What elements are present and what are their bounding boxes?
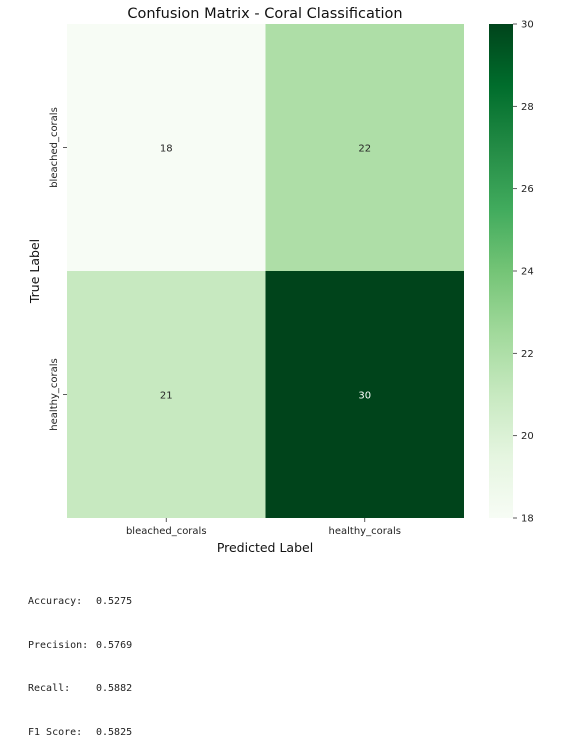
colorbar-tick-label: 18	[521, 514, 534, 525]
y-tick-label: healthy_corals	[49, 358, 60, 430]
colorbar-tick-label: 24	[521, 267, 534, 278]
x-axis: bleached_corals healthy_corals	[126, 518, 401, 537]
cell-value-label: 21	[160, 391, 173, 402]
colorbar-ticks: 18 20 22 24 26 28 30	[513, 20, 534, 525]
heatmap-cell	[67, 24, 266, 271]
metric-value: 0.5825	[96, 726, 133, 738]
cell-value-label: 18	[160, 144, 173, 155]
x-axis-label: Predicted Label	[217, 540, 313, 555]
metrics-panel: Accuracy: 0.5275 Precision: 0.5769 Recall:…	[28, 566, 132, 755]
colorbar-tick-label: 22	[521, 349, 534, 360]
colorbar	[489, 24, 513, 518]
heatmap-cells	[67, 24, 464, 518]
heatmap-cell	[67, 271, 266, 518]
confusion-matrix-figure: Confusion Matrix - Coral Classification …	[27, 6, 534, 555]
metric-label: F1 Score:	[28, 726, 83, 738]
y-axis-label: True Label	[27, 239, 42, 304]
heatmap-cell	[265, 271, 464, 518]
heatmap-cell-labels: 18 22 21 30	[160, 144, 371, 402]
cell-value-label: 30	[358, 391, 371, 402]
metric-recall: Recall: 0.5882	[28, 682, 132, 697]
metric-f1-score: F1 Score: 0.5825	[28, 726, 132, 741]
colorbar-tick-label: 20	[521, 431, 534, 442]
y-tick-label: bleached_corals	[49, 107, 60, 188]
colorbar-tick-label: 28	[521, 102, 534, 113]
x-tick-label: bleached_corals	[126, 526, 207, 537]
metric-value: 0.5275	[96, 596, 133, 607]
y-axis: bleached_corals healthy_corals	[49, 107, 67, 431]
metric-label: Recall:	[28, 683, 71, 694]
metric-value: 0.5769	[96, 639, 133, 651]
metric-label: Precision:	[28, 639, 89, 651]
metric-value: 0.5882	[96, 683, 133, 694]
metric-accuracy: Accuracy: 0.5275	[28, 595, 132, 610]
cell-value-label: 22	[358, 144, 371, 155]
heatmap-cell	[265, 24, 464, 271]
metric-precision: Precision: 0.5769	[28, 639, 132, 654]
colorbar-tick-label: 26	[521, 184, 534, 195]
colorbar-tick-label: 30	[521, 20, 534, 31]
metric-label: Accuracy:	[28, 596, 83, 607]
chart-title: Confusion Matrix - Coral Classification	[127, 6, 402, 22]
x-tick-label: healthy_corals	[329, 526, 401, 537]
